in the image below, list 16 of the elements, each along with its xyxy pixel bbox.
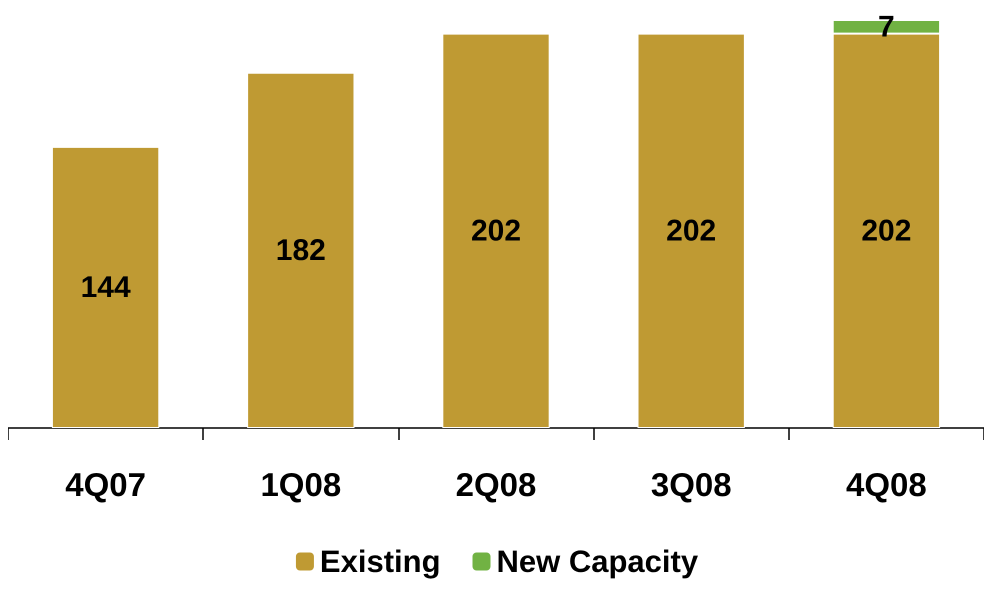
data-label: 144 [80, 270, 131, 304]
x-tick-label: 4Q07 [65, 466, 146, 503]
bar [247, 72, 354, 428]
data-label: 202 [470, 214, 522, 248]
x-tick-label: 4Q08 [846, 466, 927, 503]
data-label: 182 [276, 234, 326, 267]
bar [442, 34, 550, 428]
x-tick-label: 2Q08 [456, 466, 536, 503]
bar [638, 34, 745, 428]
data-label: 202 [666, 214, 716, 248]
bar [52, 146, 160, 428]
data-label: 202 [861, 214, 912, 248]
x-tick-label: 1Q08 [260, 466, 342, 503]
legend-label: New Capacity [496, 544, 699, 579]
x-tick-label: 3Q08 [650, 466, 732, 503]
legend-label: Existing [320, 544, 441, 579]
